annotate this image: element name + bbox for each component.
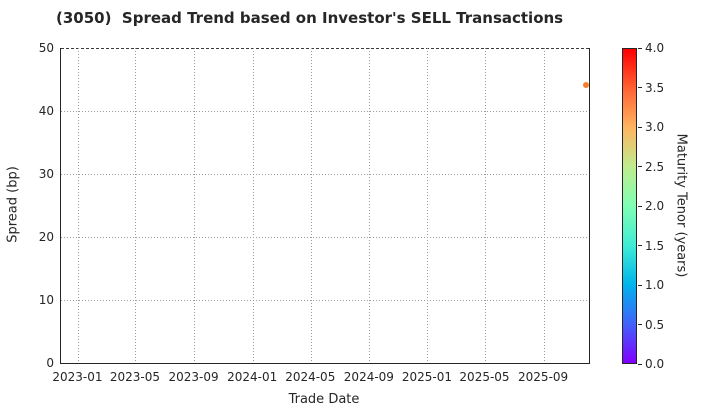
gridline-horizontal	[61, 173, 589, 175]
gridline-horizontal	[61, 110, 589, 112]
colorbar-tick-label: 0.0	[645, 357, 665, 371]
colorbar-tick-label: 2.0	[645, 199, 665, 213]
y-tick-label: 20	[38, 230, 54, 244]
gridline-vertical	[194, 48, 196, 363]
y-tick-label: 10	[38, 293, 54, 307]
chart-title: (3050) Spread Trend based on Investor's …	[56, 9, 564, 27]
colorbar-tick-mark	[638, 284, 642, 286]
colorbar-tick-label: 2.5	[645, 159, 665, 174]
colorbar-tick-mark	[638, 245, 642, 246]
x-tick-label: 2025-05	[459, 370, 510, 384]
colorbar-tick-label: 0.5	[645, 317, 665, 332]
colorbar-tick-mark	[638, 324, 642, 325]
gridline-vertical	[77, 48, 79, 363]
x-tick-label: 2024-01	[227, 370, 278, 384]
gridline-vertical	[427, 48, 429, 363]
scatter-point	[583, 81, 590, 88]
colorbar-tick-label: 3.5	[645, 80, 665, 95]
top-gridline	[61, 48, 589, 49]
colorbar-tick-mark	[638, 87, 642, 88]
colorbar-label: Maturity Tenor (years)	[673, 133, 689, 278]
colorbar	[622, 48, 637, 364]
gridline-vertical	[135, 48, 137, 363]
x-tick-label: 2024-05	[285, 370, 336, 384]
colorbar-tick-mark	[638, 47, 642, 49]
x-tick-label: 2023-05	[109, 370, 161, 384]
gridline-vertical	[369, 48, 371, 363]
y-tick-label: 40	[38, 104, 54, 118]
gridline-vertical	[485, 48, 486, 363]
gridline-vertical	[543, 48, 545, 363]
colorbar-tick-label: 1.0	[645, 278, 665, 292]
gridline-horizontal	[61, 299, 589, 301]
y-axis-label: Spread (bp)	[5, 166, 21, 243]
colorbar-tick-mark	[638, 126, 642, 128]
gridline-horizontal	[61, 236, 589, 238]
x-tick-label: 2025-09	[518, 370, 569, 384]
colorbar-tick-label: 1.5	[645, 238, 665, 253]
gridline-vertical	[252, 48, 254, 363]
gridline-vertical	[310, 48, 312, 363]
colorbar-tick-label: 3.0	[645, 120, 665, 134]
colorbar-tick-label: 4.0	[645, 41, 665, 55]
plot-area	[60, 48, 590, 364]
y-tick-label: 50	[38, 41, 54, 55]
x-tick-label: 2024-09	[343, 370, 394, 384]
colorbar-tick-mark	[638, 166, 642, 167]
x-tick-label: 2025-01	[401, 370, 453, 384]
x-tick-label: 2023-01	[52, 370, 103, 384]
colorbar-tick-mark	[638, 205, 642, 207]
x-tick-label: 2023-09	[168, 370, 219, 384]
y-tick-label: 0	[46, 356, 54, 370]
x-axis-label: Trade Date	[288, 392, 360, 407]
colorbar-tick-mark	[638, 363, 642, 365]
y-tick-label: 30	[38, 167, 54, 181]
